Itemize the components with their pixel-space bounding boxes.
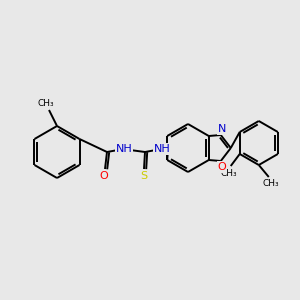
Text: O: O: [218, 162, 226, 172]
Text: N: N: [218, 124, 226, 134]
Text: O: O: [100, 171, 108, 181]
Text: NH: NH: [154, 144, 170, 154]
Text: CH₃: CH₃: [220, 169, 237, 178]
Text: CH₃: CH₃: [38, 100, 54, 109]
Text: S: S: [140, 171, 148, 181]
Text: CH₃: CH₃: [262, 179, 279, 188]
Text: NH: NH: [116, 144, 132, 154]
